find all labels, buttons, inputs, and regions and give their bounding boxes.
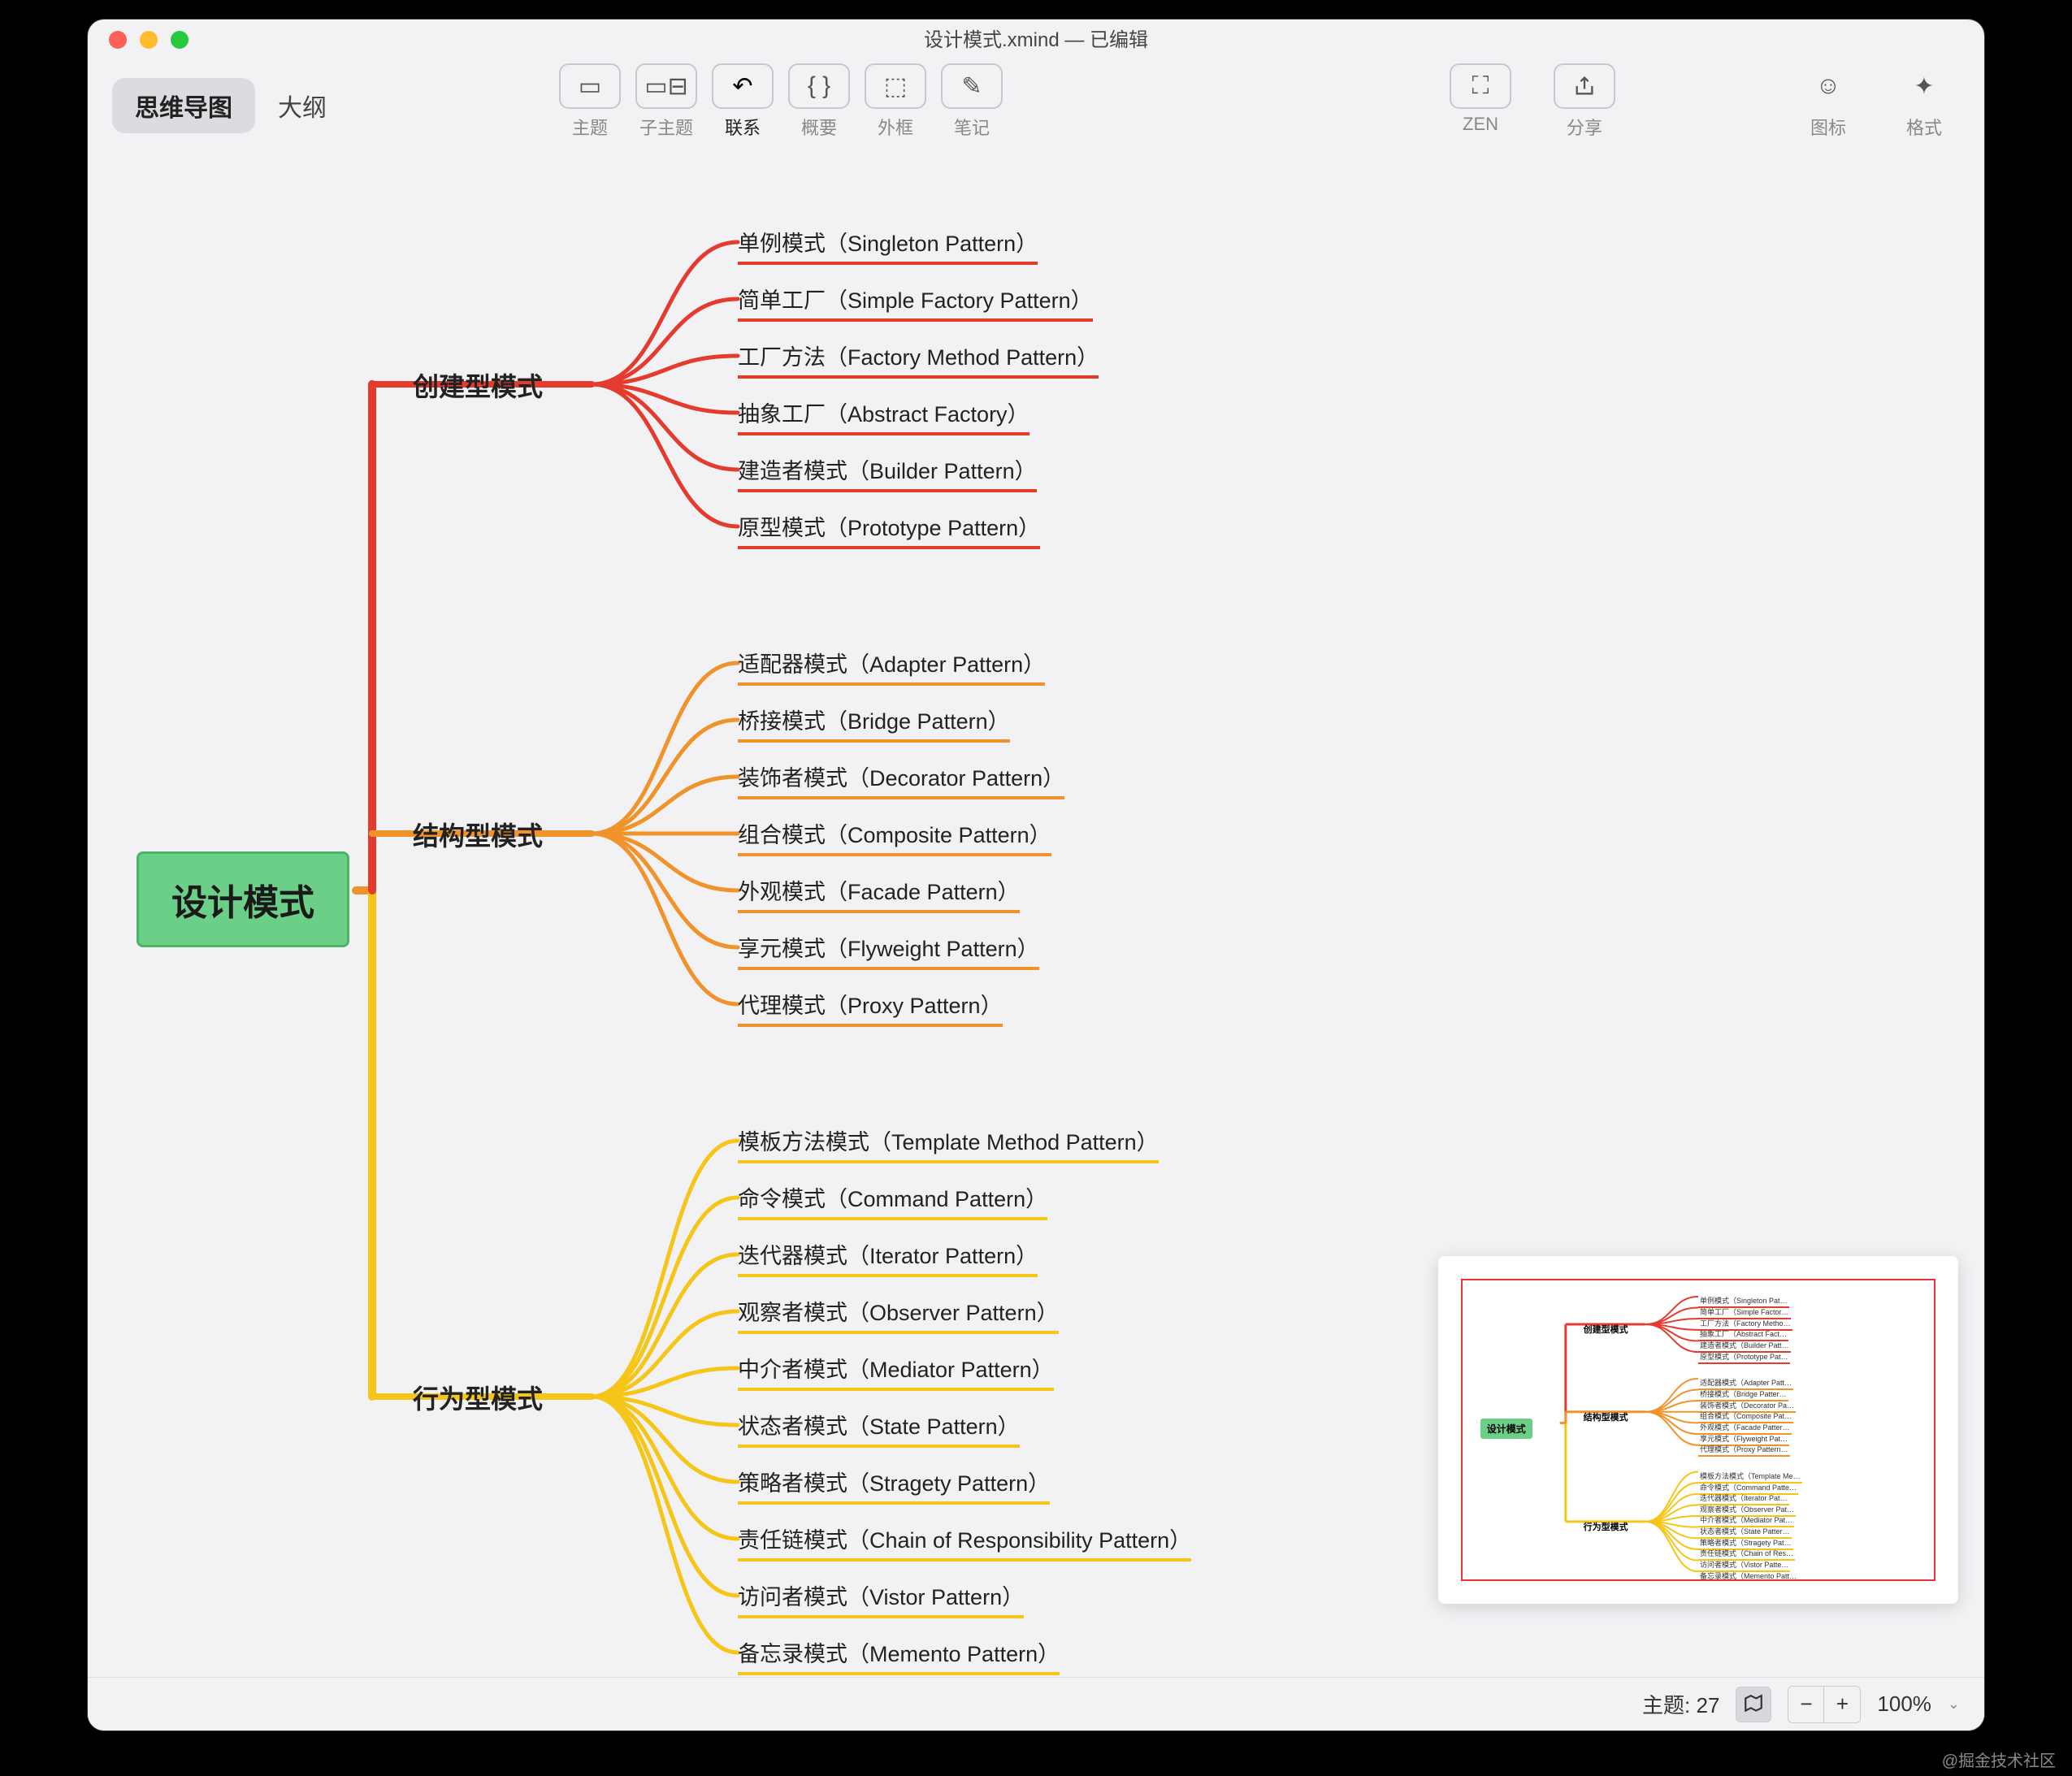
minimap-toggle-button[interactable] bbox=[1736, 1687, 1771, 1722]
topic-button[interactable]: ▭ 主题 bbox=[554, 63, 626, 140]
mindmap-canvas[interactable]: 设计模式 创建型模式 单例模式（Singleton Pattern） 简单工厂（Sim… bbox=[88, 159, 1984, 1677]
zoom-out-button[interactable]: − bbox=[1788, 1687, 1824, 1722]
subtopic-icon: ▭⊟ bbox=[635, 63, 697, 109]
leaf-node[interactable]: 状态者模式（State Pattern） bbox=[738, 1409, 1020, 1448]
app-window: 设计模式.xmind — 已编辑 思维导图 大纲 ▭ 主题 ▭⊟ 子主题 ↶ 联… bbox=[88, 19, 1984, 1731]
tab-mindmap[interactable]: 思维导图 bbox=[112, 78, 255, 133]
leaf-node[interactable]: 观察者模式（Observer Pattern） bbox=[738, 1295, 1059, 1334]
minimize-window-button[interactable] bbox=[140, 31, 158, 49]
traffic-lights bbox=[109, 31, 189, 49]
zen-icon: ⛶ bbox=[1450, 63, 1511, 109]
leaf-node[interactable]: 桥接模式（Bridge Pattern） bbox=[738, 704, 1010, 743]
leaf-node[interactable]: 访问者模式（Vistor Pattern） bbox=[738, 1579, 1024, 1618]
close-window-button[interactable] bbox=[109, 31, 127, 49]
leaf-node[interactable]: 策略者模式（Stragety Pattern） bbox=[738, 1466, 1050, 1505]
branch-node[interactable]: 行为型模式 bbox=[413, 1379, 543, 1416]
share-button[interactable]: 分享 bbox=[1549, 63, 1620, 140]
smile-icon: ☺ bbox=[1797, 63, 1859, 109]
leaf-node[interactable]: 模板方法模式（Template Method Pattern） bbox=[738, 1124, 1159, 1163]
zoom-level: 100% bbox=[1877, 1692, 1931, 1717]
leaf-node[interactable]: 工厂方法（Factory Method Pattern） bbox=[738, 340, 1099, 379]
toolbar-right: ⛶ ZEN 分享 bbox=[1445, 63, 1620, 140]
summary-icon: { } bbox=[788, 63, 850, 109]
toolbar-far-right: ☺ 图标 ✦ 格式 bbox=[1792, 63, 1960, 140]
zen-button[interactable]: ⛶ ZEN bbox=[1445, 63, 1516, 140]
mode-tabs: 思维导图 大纲 bbox=[112, 78, 349, 133]
boundary-icon: ⬚ bbox=[865, 63, 926, 109]
leaf-node[interactable]: 中介者模式（Mediator Pattern） bbox=[738, 1352, 1054, 1391]
minimap[interactable]: 设计模式创建型模式单例模式（Singleton Pat…简单工厂（Simple … bbox=[1438, 1256, 1958, 1604]
note-button[interactable]: ✎ 笔记 bbox=[936, 63, 1008, 140]
note-icon: ✎ bbox=[941, 63, 1003, 109]
summary-button[interactable]: { } 概要 bbox=[783, 63, 855, 140]
tab-outline[interactable]: 大纲 bbox=[255, 78, 349, 133]
leaf-node[interactable]: 责任链模式（Chain of Responsibility Pattern） bbox=[738, 1523, 1191, 1562]
leaf-node[interactable]: 适配器模式（Adapter Pattern） bbox=[738, 647, 1045, 686]
leaf-node[interactable]: 原型模式（Prototype Pattern） bbox=[738, 510, 1040, 549]
zoom-controls: − + bbox=[1788, 1686, 1861, 1723]
share-icon bbox=[1554, 63, 1615, 109]
format-button[interactable]: ✦ 格式 bbox=[1888, 63, 1960, 140]
leaf-node[interactable]: 单例模式（Singleton Pattern） bbox=[738, 226, 1038, 265]
window-title: 设计模式.xmind — 已编辑 bbox=[924, 24, 1148, 52]
branch-node[interactable]: 创建型模式 bbox=[413, 366, 543, 404]
maximize-window-button[interactable] bbox=[171, 31, 189, 49]
minimap-viewport: 设计模式创建型模式单例模式（Singleton Pat…简单工厂（Simple … bbox=[1461, 1279, 1935, 1581]
statusbar: 主题: 27 − + 100% ⌄ bbox=[88, 1677, 1984, 1731]
boundary-button[interactable]: ⬚ 外框 bbox=[860, 63, 931, 140]
leaf-node[interactable]: 命令模式（Command Pattern） bbox=[738, 1181, 1047, 1220]
root-node[interactable]: 设计模式 bbox=[137, 851, 349, 947]
topic-icon: ▭ bbox=[559, 63, 621, 109]
icons-button[interactable]: ☺ 图标 bbox=[1792, 63, 1864, 140]
leaf-node[interactable]: 组合模式（Composite Pattern） bbox=[738, 817, 1051, 856]
leaf-node[interactable]: 代理模式（Proxy Pattern） bbox=[738, 988, 1003, 1027]
titlebar: 设计模式.xmind — 已编辑 bbox=[88, 19, 1984, 55]
topic-count-label: 主题: 27 bbox=[1642, 1689, 1719, 1719]
brush-icon: ✦ bbox=[1893, 63, 1955, 109]
leaf-node[interactable]: 外观模式（Facade Pattern） bbox=[738, 874, 1020, 913]
leaf-node[interactable]: 迭代器模式（Iterator Pattern） bbox=[738, 1238, 1038, 1277]
leaf-node[interactable]: 简单工厂（Simple Factory Pattern） bbox=[738, 283, 1093, 322]
leaf-node[interactable]: 享元模式（Flyweight Pattern） bbox=[738, 931, 1039, 970]
zoom-in-button[interactable]: + bbox=[1824, 1687, 1860, 1722]
subtopic-button[interactable]: ▭⊟ 子主题 bbox=[631, 63, 702, 140]
relation-button[interactable]: ↶ 联系 bbox=[707, 63, 778, 140]
leaf-node[interactable]: 装饰者模式（Decorator Pattern） bbox=[738, 760, 1064, 799]
relation-icon: ↶ bbox=[712, 63, 774, 109]
toolbar: 思维导图 大纲 ▭ 主题 ▭⊟ 子主题 ↶ 联系 { } 概要 ⬚ 外框 bbox=[88, 55, 1984, 159]
leaf-node[interactable]: 备忘录模式（Memento Pattern） bbox=[738, 1636, 1060, 1675]
zoom-dropdown-icon[interactable]: ⌄ bbox=[1948, 1696, 1960, 1713]
watermark: @掘金技术社区 bbox=[1942, 1748, 2056, 1771]
leaf-node[interactable]: 抽象工厂（Abstract Factory） bbox=[738, 396, 1029, 435]
toolbar-center: ▭ 主题 ▭⊟ 子主题 ↶ 联系 { } 概要 ⬚ 外框 ✎ 笔记 bbox=[554, 63, 1008, 140]
leaf-node[interactable]: 建造者模式（Builder Pattern） bbox=[738, 453, 1037, 492]
branch-node[interactable]: 结构型模式 bbox=[413, 816, 543, 853]
